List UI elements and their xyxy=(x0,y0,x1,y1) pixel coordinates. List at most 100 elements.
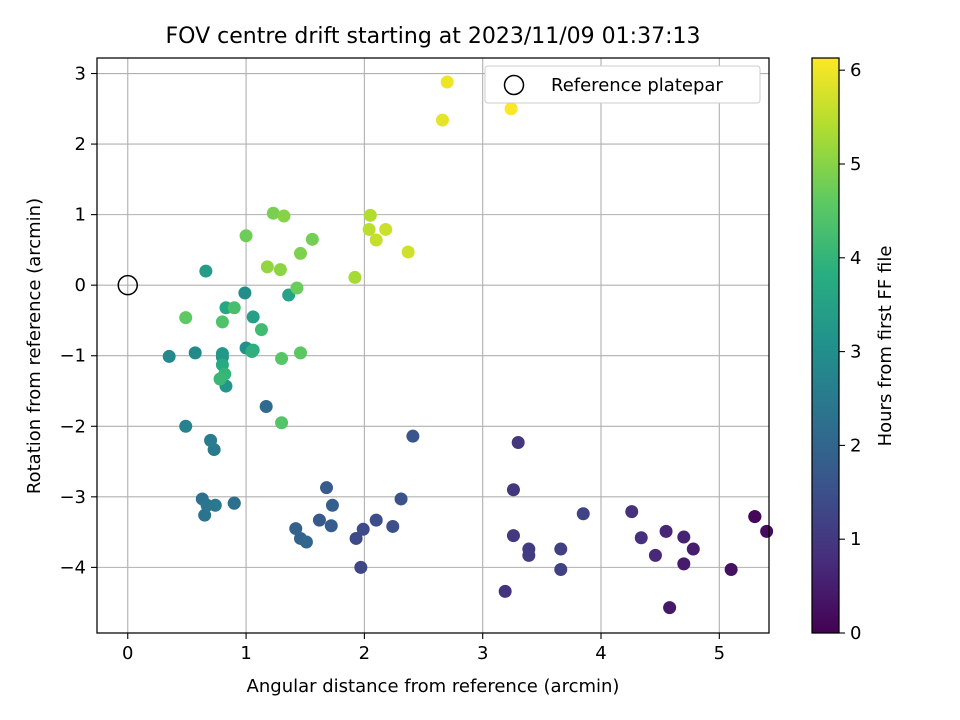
scatter-point xyxy=(227,301,241,315)
colorbar: 0 1 2 3 4 5 6 Hours from first FF file xyxy=(811,57,896,644)
scatter-point xyxy=(199,264,213,278)
scatter-point xyxy=(659,524,673,538)
scatter-point xyxy=(254,323,268,337)
scatter-point xyxy=(239,229,253,243)
scatter-point xyxy=(245,344,259,358)
scatter-point xyxy=(277,209,291,223)
scatter-point xyxy=(379,222,393,236)
scatter-point xyxy=(275,416,289,430)
colorbar-gradient xyxy=(811,57,840,634)
x-tick-label: 4 xyxy=(595,643,606,664)
scatter-point xyxy=(663,601,677,615)
y-axis-label: Rotation from reference (arcmin) xyxy=(24,198,45,494)
scatter-point xyxy=(348,270,362,284)
legend-marker-reference xyxy=(503,74,525,96)
scatter-point xyxy=(677,530,691,544)
scatter-point xyxy=(179,311,193,325)
y-axis-ticks: −4 −3 −2 −1 0 1 2 3 xyxy=(59,64,97,578)
scatter-point xyxy=(511,436,525,450)
scatter-point xyxy=(369,513,383,527)
scatter-point xyxy=(162,349,176,363)
scatter-point xyxy=(260,260,274,274)
data-points xyxy=(117,75,774,615)
scatter-point xyxy=(406,429,420,443)
y-tick-label: −1 xyxy=(59,346,86,367)
scatter-point xyxy=(748,510,762,524)
scatter-point xyxy=(238,286,252,300)
scatter-point xyxy=(208,498,222,512)
scatter-point xyxy=(369,233,383,247)
scatter-point xyxy=(289,522,303,536)
scatter-point xyxy=(506,529,520,543)
scatter-point xyxy=(554,563,568,577)
legend-entry-label: Reference platepar xyxy=(551,75,723,96)
chart-title: FOV centre drift starting at 2023/11/09 … xyxy=(166,24,701,49)
scatter-point xyxy=(215,347,229,361)
scatter-point xyxy=(401,245,415,259)
scatter-point xyxy=(290,281,304,295)
x-tick-label: 5 xyxy=(714,643,725,664)
x-tick-label: 3 xyxy=(477,643,488,664)
scatter-point xyxy=(325,498,339,512)
scatter-point xyxy=(305,232,319,246)
scatter-point xyxy=(273,263,287,277)
scatter-point xyxy=(504,102,518,116)
scatter-point xyxy=(299,535,313,549)
y-tick-label: 1 xyxy=(75,205,86,226)
colorbar-tick-label: 4 xyxy=(850,248,861,269)
scatter-point xyxy=(266,206,280,220)
x-tick-label: 2 xyxy=(359,643,370,664)
scatter-point xyxy=(498,584,512,598)
scatter-point xyxy=(386,519,400,533)
scatter-point xyxy=(760,524,774,538)
scatter-point xyxy=(522,548,536,562)
scatter-point xyxy=(320,481,334,495)
scatter-point xyxy=(362,222,376,236)
scatter-point xyxy=(356,522,370,536)
colorbar-tick-label: 2 xyxy=(850,435,861,456)
scatter-point xyxy=(259,400,273,414)
scatter-point xyxy=(275,352,289,366)
scatter-point xyxy=(648,548,662,562)
scatter-point xyxy=(724,563,738,577)
x-tick-label: 1 xyxy=(240,643,251,664)
colorbar-label: Hours from first FF file xyxy=(875,246,896,447)
scatter-point xyxy=(576,507,590,521)
scatter-point xyxy=(363,208,377,222)
scatter-point xyxy=(324,519,338,533)
scatter-point xyxy=(293,246,307,260)
x-tick-label: 0 xyxy=(122,643,133,664)
scatter-point xyxy=(625,505,639,519)
grid-lines xyxy=(97,58,769,633)
scatter-point xyxy=(435,113,449,127)
legend: Reference platepar xyxy=(484,65,761,104)
y-tick-label: 0 xyxy=(75,275,86,296)
y-tick-label: −4 xyxy=(59,557,86,578)
colorbar-tick-label: 3 xyxy=(850,342,861,363)
scatter-point xyxy=(215,315,229,329)
legend-box xyxy=(484,65,761,104)
colorbar-tick-label: 6 xyxy=(850,60,861,81)
y-tick-label: 2 xyxy=(75,134,86,155)
scatter-point xyxy=(554,542,568,556)
colorbar-tick-label: 5 xyxy=(850,154,861,175)
scatter-point xyxy=(686,542,700,556)
colorbar-tick-label: 1 xyxy=(850,529,861,550)
scatter-point xyxy=(227,496,241,510)
plot-frame xyxy=(96,57,770,634)
scatter-point xyxy=(204,433,218,447)
y-tick-label: 3 xyxy=(75,64,86,85)
scatter-point xyxy=(354,560,368,574)
scatter-point xyxy=(634,531,648,545)
scatter-point xyxy=(188,346,202,360)
colorbar-tick-label: 0 xyxy=(850,623,861,644)
scatter-point xyxy=(198,508,212,522)
scatter-point xyxy=(506,483,520,497)
y-tick-label: −3 xyxy=(59,487,86,508)
scatter-point xyxy=(246,310,260,324)
x-axis-ticks: 0 1 2 3 4 5 xyxy=(122,633,725,664)
scatter-point xyxy=(312,513,326,527)
x-axis-label: Angular distance from reference (arcmin) xyxy=(247,676,620,697)
colorbar-ticks: 0 1 2 3 4 5 6 xyxy=(839,60,861,644)
